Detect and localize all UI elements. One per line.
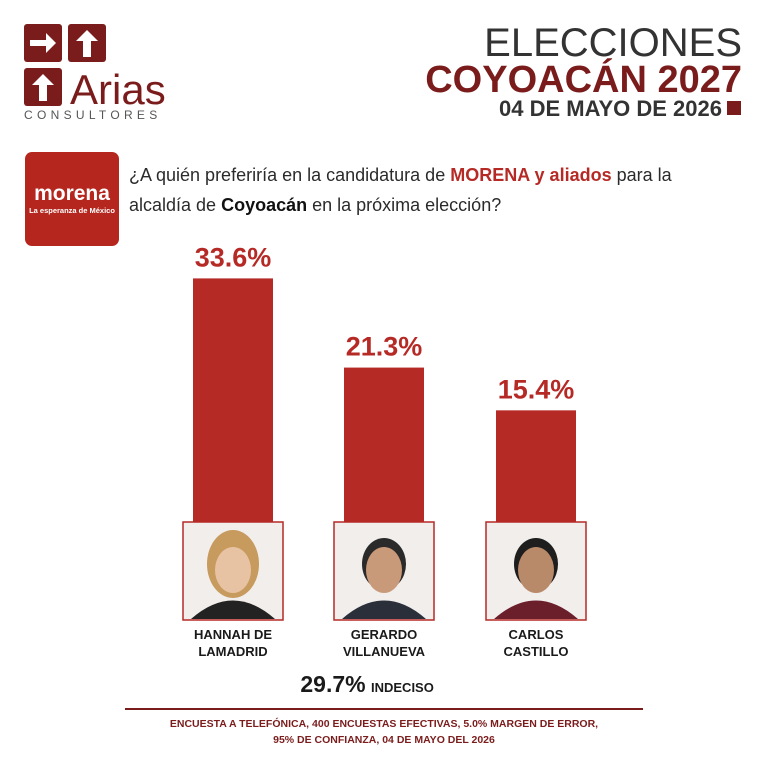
value-label: 15.4% — [498, 374, 575, 404]
header-date: 04 DE MAYO DE 2026 — [499, 96, 722, 121]
candidate-name: GERARDO VILLANUEVA — [342, 627, 426, 659]
header-kicker: ELECCIONES — [484, 21, 742, 65]
question: ¿A quién preferiría en la candidatura de… — [129, 160, 729, 220]
value-label: 33.6% — [195, 242, 272, 272]
question-bold: Coyoacán — [221, 195, 308, 215]
undecided-value: 29.7% — [300, 671, 365, 697]
photo-body — [494, 600, 578, 619]
question-highlight: MORENA y aliados — [450, 165, 612, 185]
photo-face — [518, 547, 554, 593]
date-marker — [727, 101, 741, 115]
footnote: ENCUESTA A TELEFÓNICA, 400 ENCUESTAS EFE… — [100, 716, 668, 748]
footnote-line: 95% DE CONFIANZA, 04 DE MAYO DEL 2026 — [273, 734, 495, 746]
candidate-name: HANNAH DE LAMADRID — [194, 627, 272, 659]
header-title: COYOACÁN 2027 — [425, 57, 742, 101]
candidate-name: CARLOS CASTILLO — [503, 627, 569, 659]
question-text: en la próxima elección? — [307, 195, 502, 215]
party-name: morena — [34, 182, 110, 205]
brand-tagline: CONSULTORES — [24, 108, 162, 122]
brand-logo — [24, 24, 106, 106]
question-text: ¿A quién preferiría en la candidatura de — [129, 165, 451, 185]
footnote-line: ENCUESTA A TELEFÓNICA, 400 ENCUESTAS EFE… — [169, 718, 599, 730]
photo-body — [342, 600, 426, 619]
photo-face — [215, 547, 251, 593]
brand-name: Arias — [70, 66, 166, 113]
question-text: para la alcaldía de — [129, 165, 672, 215]
bar — [344, 367, 424, 522]
photo-body — [191, 600, 275, 619]
undecided-label: INDECISO — [371, 680, 434, 695]
bar — [496, 410, 576, 522]
party-logo — [25, 152, 119, 246]
bar — [193, 278, 273, 522]
value-label: 21.3% — [346, 332, 423, 362]
party-slogan: La esperanza de México — [29, 206, 115, 215]
photo-face — [366, 547, 402, 593]
